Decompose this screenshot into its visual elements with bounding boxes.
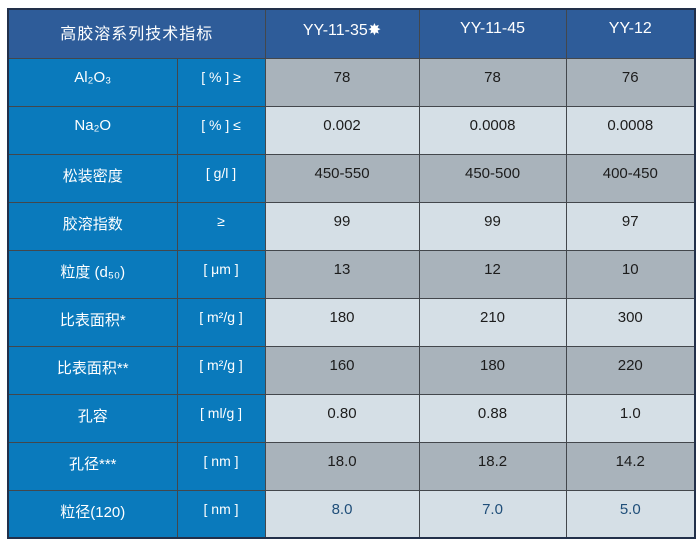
row-value-yy-12: 400-450 — [565, 153, 696, 203]
row-value-yy-11-35: 8.0 — [264, 489, 420, 539]
row-value-yy-11-35: 99 — [264, 201, 420, 251]
row-value-yy-12: 76 — [565, 57, 696, 107]
row-value-yy-11-45: 210 — [418, 297, 567, 347]
table-row: 松装密度 [ g/l ] 450-550 450-500 400-450 — [7, 153, 696, 203]
row-value-yy-11-35: 18.0 — [264, 441, 420, 491]
row-unit: [ m²/g ] — [176, 297, 266, 347]
row-unit: [ % ] ≥ — [176, 57, 266, 107]
column-header-yy-11-35: YY-11-35✸ — [264, 8, 420, 59]
table-row: Na₂O [ % ] ≤ 0.002 0.0008 0.0008 — [7, 105, 696, 155]
column-header-yy-11-45: YY-11-45 — [418, 8, 567, 59]
row-unit: ≥ — [176, 201, 266, 251]
row-value-yy-12: 14.2 — [565, 441, 696, 491]
table-title: 高胶溶系列技术指标 — [7, 8, 266, 59]
row-value-yy-11-45: 450-500 — [418, 153, 567, 203]
row-value-yy-12: 0.0008 — [565, 105, 696, 155]
spec-table-body: Al₂O₃ [ % ] ≥ 78 78 76 Na₂O [ % ] ≤ 0.00… — [7, 57, 696, 539]
row-label: 松装密度 — [7, 153, 178, 203]
row-label: 粒径(120) — [7, 489, 178, 539]
row-label: 比表面积** — [7, 345, 178, 395]
row-value-yy-12: 97 — [565, 201, 696, 251]
row-value-yy-11-45: 99 — [418, 201, 567, 251]
table-row: 粒径(120) [ nm ] 8.0 7.0 5.0 — [7, 489, 696, 539]
row-unit: [ μm ] — [176, 249, 266, 299]
header-row: 高胶溶系列技术指标 YY-11-35✸ YY-11-45 YY-12 — [7, 8, 696, 59]
row-label: 孔径*** — [7, 441, 178, 491]
row-label: Na₂O — [7, 105, 178, 155]
row-value-yy-11-45: 0.88 — [418, 393, 567, 443]
row-value-yy-11-35: 13 — [264, 249, 420, 299]
row-value-yy-12: 1.0 — [565, 393, 696, 443]
spec-table-header: 高胶溶系列技术指标 YY-11-35✸ YY-11-45 YY-12 — [7, 8, 696, 59]
table-row: Al₂O₃ [ % ] ≥ 78 78 76 — [7, 57, 696, 107]
row-unit: [ m²/g ] — [176, 345, 266, 395]
table-row: 比表面积** [ m²/g ] 160 180 220 — [7, 345, 696, 395]
row-value-yy-11-35: 450-550 — [264, 153, 420, 203]
table-row: 孔容 [ ml/g ] 0.80 0.88 1.0 — [7, 393, 696, 443]
row-value-yy-12: 5.0 — [565, 489, 696, 539]
row-label: 比表面积* — [7, 297, 178, 347]
row-value-yy-11-35: 0.002 — [264, 105, 420, 155]
row-value-yy-11-35: 78 — [264, 57, 420, 107]
row-value-yy-11-45: 78 — [418, 57, 567, 107]
row-label: Al₂O₃ — [7, 57, 178, 107]
row-unit: [ nm ] — [176, 441, 266, 491]
row-value-yy-11-45: 7.0 — [418, 489, 567, 539]
row-unit: [ ml/g ] — [176, 393, 266, 443]
row-value-yy-11-35: 180 — [264, 297, 420, 347]
row-unit: [ g/l ] — [176, 153, 266, 203]
row-label: 孔容 — [7, 393, 178, 443]
row-unit: [ % ] ≤ — [176, 105, 266, 155]
row-value-yy-12: 300 — [565, 297, 696, 347]
row-value-yy-11-45: 12 — [418, 249, 567, 299]
table-row: 比表面积* [ m²/g ] 180 210 300 — [7, 297, 696, 347]
row-value-yy-11-45: 0.0008 — [418, 105, 567, 155]
row-label: 胶溶指数 — [7, 201, 178, 251]
table-row: 胶溶指数 ≥ 99 99 97 — [7, 201, 696, 251]
row-value-yy-11-45: 18.2 — [418, 441, 567, 491]
row-value-yy-11-45: 180 — [418, 345, 567, 395]
row-unit: [ nm ] — [176, 489, 266, 539]
table-row: 粒度 (d₅₀) [ μm ] 13 12 10 — [7, 249, 696, 299]
row-value-yy-11-35: 160 — [264, 345, 420, 395]
row-label: 粒度 (d₅₀) — [7, 249, 178, 299]
row-value-yy-11-35: 0.80 — [264, 393, 420, 443]
spec-table: 高胶溶系列技术指标 YY-11-35✸ YY-11-45 YY-12 Al₂O₃… — [7, 8, 697, 539]
row-value-yy-12: 220 — [565, 345, 696, 395]
table-row: 孔径*** [ nm ] 18.0 18.2 14.2 — [7, 441, 696, 491]
column-header-yy-12: YY-12 — [565, 8, 696, 59]
row-value-yy-12: 10 — [565, 249, 696, 299]
